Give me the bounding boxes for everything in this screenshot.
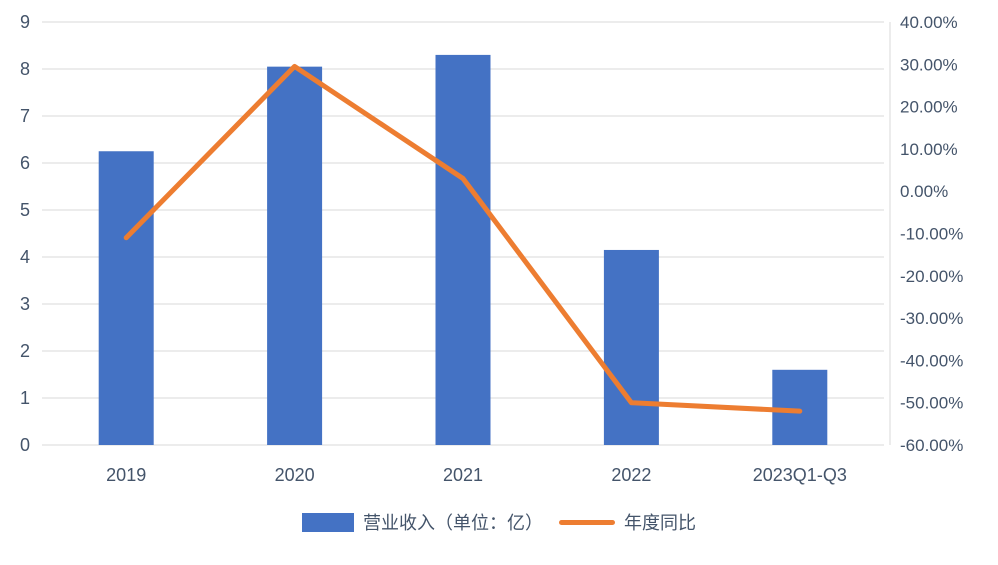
right-axis-tick: -50.00%: [900, 394, 963, 413]
legend-item-revenue: 营业收入（单位：亿）: [302, 509, 543, 535]
bar-2021: [435, 54, 491, 446]
right-axis-tick: -10.00%: [900, 225, 963, 244]
bar-2019: [98, 151, 154, 445]
right-axis-tick: 0.00%: [900, 182, 948, 201]
right-axis-tick: 20.00%: [900, 98, 958, 117]
left-axis-tick: 4: [20, 247, 30, 267]
left-axis-tick: 5: [20, 200, 30, 220]
right-axis-tick: 10.00%: [900, 140, 958, 159]
x-axis-label: 2021: [443, 465, 483, 485]
left-axis-tick: 1: [20, 388, 30, 408]
right-axis-tick: -40.00%: [900, 351, 963, 370]
legend-label-yoy: 年度同比: [624, 513, 696, 533]
chart-legend: 营业收入（单位：亿） 年度同比: [0, 509, 998, 535]
right-axis-tick: 40.00%: [900, 13, 958, 32]
bar-2022: [603, 249, 659, 445]
left-axis-tick: 9: [20, 12, 30, 32]
right-axis-tick: -30.00%: [900, 309, 963, 328]
revenue-swatch-icon: [302, 512, 354, 532]
x-axis-label: 2019: [106, 465, 146, 485]
x-axis-label: 2023Q1-Q3: [753, 465, 847, 485]
right-axis-tick: 30.00%: [900, 55, 958, 74]
bar-2023Q1-Q3: [772, 369, 828, 445]
combo-chart-svg: 0 1 2 3 4 5 6 7 8 9 -60.00% -50.00% -40.00% -30.00% -2…: [20, 12, 963, 485]
left-axis-tick: 7: [20, 106, 30, 126]
left-axis-tick: 0: [20, 435, 30, 455]
yoy-line: [123, 63, 803, 414]
x-axis-label: 2022: [611, 465, 651, 485]
legend-item-yoy: 年度同比: [559, 509, 696, 535]
bar-2020: [267, 66, 323, 446]
left-axis-tick: 8: [20, 59, 30, 79]
left-axis-tick: 3: [20, 294, 30, 314]
left-axis-tick: 2: [20, 341, 30, 361]
right-axis-tick: -60.00%: [900, 436, 963, 455]
x-axis-label: 2020: [275, 465, 315, 485]
legend-label-revenue: 营业收入（单位：亿）: [363, 513, 543, 533]
yoy-swatch-icon: [559, 519, 615, 525]
right-axis-tick: -20.00%: [900, 267, 963, 286]
left-axis-tick: 6: [20, 153, 30, 173]
